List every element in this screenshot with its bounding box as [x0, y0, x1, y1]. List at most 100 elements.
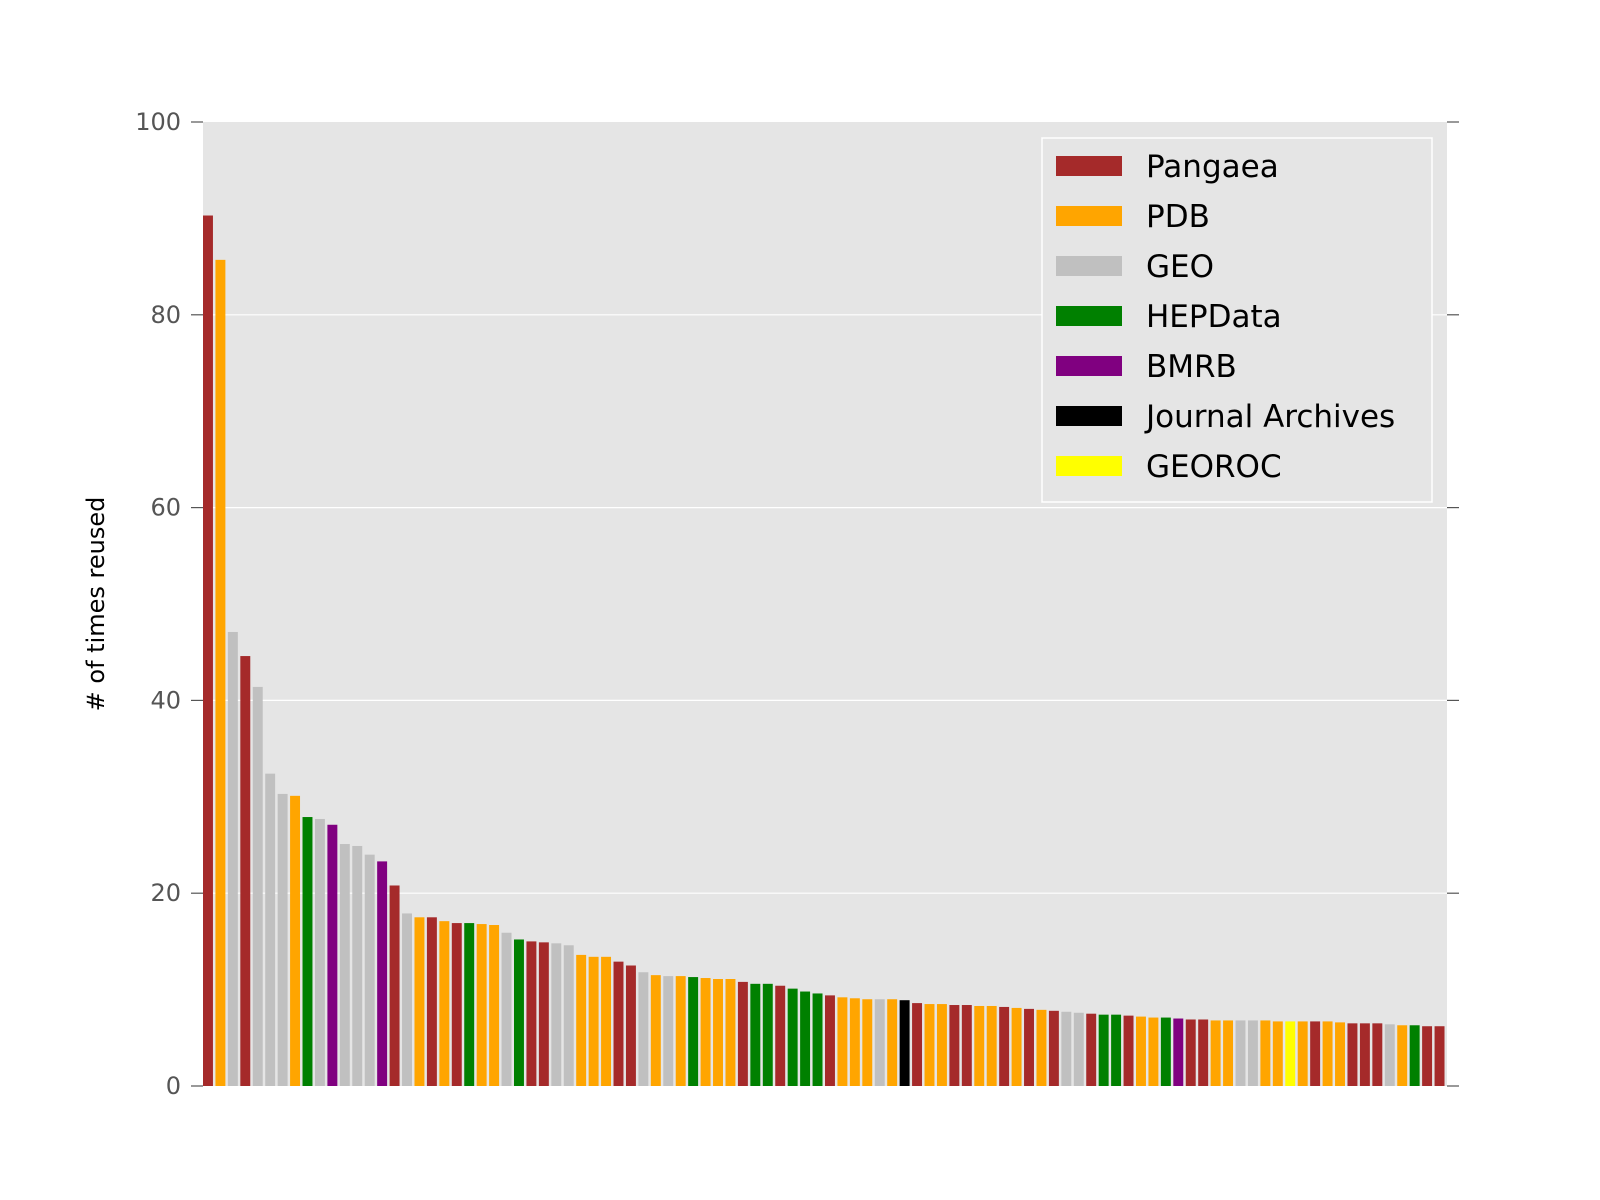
bar — [1136, 1016, 1146, 1086]
bar — [1198, 1019, 1209, 1086]
bar — [837, 997, 848, 1086]
bar — [1285, 1021, 1296, 1086]
legend-label: BMRB — [1146, 349, 1237, 385]
bar — [563, 945, 574, 1086]
bar — [489, 925, 500, 1086]
legend-swatch — [1056, 456, 1122, 476]
bar — [501, 932, 512, 1086]
y-tick-label: 40 — [150, 686, 181, 714]
bar — [1160, 1017, 1171, 1086]
legend-label: Pangaea — [1146, 149, 1279, 185]
bar — [451, 923, 462, 1086]
bar — [1347, 1023, 1358, 1086]
bar — [601, 956, 612, 1086]
bar — [1434, 1026, 1445, 1086]
bar — [1073, 1012, 1084, 1086]
bar — [389, 885, 400, 1086]
bar — [787, 988, 798, 1086]
bar — [999, 1006, 1010, 1086]
bar — [775, 985, 786, 1086]
bar — [688, 977, 699, 1086]
bar — [961, 1005, 972, 1086]
bar — [1335, 1022, 1345, 1086]
bar — [290, 795, 301, 1086]
legend-swatch — [1056, 406, 1122, 426]
legend-swatch — [1056, 356, 1122, 376]
bar — [203, 215, 213, 1086]
legend-swatch — [1056, 156, 1122, 176]
y-tick-label: 0 — [166, 1072, 181, 1100]
bar — [377, 861, 388, 1086]
bar — [1422, 1026, 1433, 1086]
bar — [439, 921, 450, 1086]
bar — [551, 943, 562, 1086]
bar — [737, 981, 748, 1086]
y-tick-label: 60 — [150, 494, 181, 522]
bar — [986, 1005, 997, 1086]
bar — [713, 979, 723, 1086]
bar — [800, 991, 811, 1086]
bar — [1310, 1021, 1321, 1086]
legend-label: GEO — [1146, 249, 1214, 285]
bar — [327, 824, 338, 1086]
bar — [1247, 1020, 1258, 1086]
bar — [1123, 1015, 1134, 1086]
bar — [526, 941, 537, 1086]
bar — [650, 975, 661, 1086]
bar — [1384, 1024, 1395, 1086]
bar — [402, 913, 412, 1086]
bar — [302, 817, 313, 1086]
y-axis: 0 20 40 60 80 100 — [135, 108, 1459, 1100]
bar — [1372, 1023, 1383, 1086]
bar — [663, 976, 674, 1086]
bar — [277, 793, 288, 1086]
bar — [538, 942, 549, 1086]
bar — [924, 1004, 935, 1086]
legend-swatch — [1056, 256, 1122, 276]
y-tick-label: 100 — [135, 108, 181, 136]
bar — [849, 998, 860, 1086]
bar — [812, 993, 823, 1086]
bar — [1024, 1008, 1034, 1086]
legend-label: HEPData — [1146, 299, 1282, 335]
legend-swatch — [1056, 306, 1122, 326]
bar — [974, 1005, 985, 1086]
bar — [1148, 1017, 1159, 1086]
bar — [414, 917, 425, 1086]
bar — [1036, 1009, 1047, 1086]
bar — [1297, 1021, 1308, 1086]
bar — [638, 972, 649, 1086]
bar — [936, 1004, 947, 1086]
bar — [240, 656, 251, 1086]
bar — [1086, 1013, 1097, 1086]
bar — [252, 686, 263, 1086]
bar — [426, 917, 437, 1086]
bar — [215, 259, 226, 1087]
bar — [1111, 1014, 1122, 1086]
y-tick-label: 20 — [150, 879, 181, 907]
bar — [1210, 1020, 1221, 1086]
bar — [625, 965, 636, 1086]
bar — [613, 961, 624, 1086]
y-axis-label: # of times reused — [82, 497, 110, 712]
bar — [1322, 1021, 1333, 1086]
bar — [675, 976, 686, 1086]
bar — [887, 999, 898, 1086]
bar — [899, 1000, 910, 1086]
legend-label: Journal Archives — [1144, 399, 1395, 435]
bar — [227, 631, 238, 1086]
bar — [874, 999, 885, 1086]
bar — [314, 818, 325, 1086]
bar — [750, 983, 761, 1086]
legend-swatch — [1056, 206, 1122, 226]
gridlines — [203, 314, 1447, 894]
bar — [1260, 1020, 1271, 1086]
bar — [1409, 1025, 1420, 1086]
bar — [700, 978, 711, 1086]
bar — [514, 939, 524, 1086]
bar — [476, 924, 487, 1086]
bar — [364, 854, 375, 1086]
bar — [1235, 1020, 1246, 1086]
bar — [1185, 1019, 1196, 1086]
